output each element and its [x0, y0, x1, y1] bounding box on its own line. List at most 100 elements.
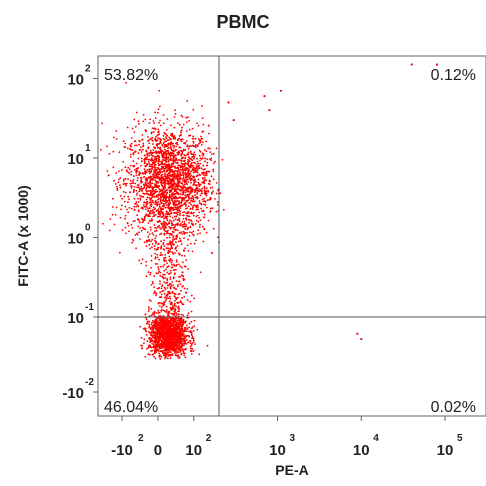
scatter-point	[146, 184, 148, 187]
scatter-point	[162, 242, 165, 244]
scatter-point	[178, 342, 181, 345]
scatter-point	[155, 203, 158, 206]
scatter-point	[181, 338, 183, 341]
scatter-point	[157, 186, 159, 189]
scatter-point	[149, 181, 152, 184]
scatter-point	[178, 232, 181, 234]
scatter-point	[198, 200, 201, 202]
scatter-point	[158, 317, 160, 319]
scatter-point	[166, 247, 169, 250]
scatter-point	[167, 343, 170, 346]
scatter-point	[158, 205, 161, 208]
scatter-point	[162, 248, 165, 250]
scatter-point	[173, 201, 176, 204]
scatter-point	[152, 330, 155, 333]
scatter-point	[135, 247, 138, 250]
scatter-point	[176, 122, 179, 124]
scatter-point	[158, 224, 161, 227]
scatter-point	[153, 166, 156, 169]
scatter-point	[150, 178, 153, 181]
scatter-point	[167, 199, 170, 202]
scatter-point	[197, 178, 200, 181]
scatter-point	[181, 178, 183, 180]
scatter-point	[182, 217, 185, 220]
scatter-point	[166, 314, 169, 316]
scatter-point	[173, 269, 176, 271]
scatter-point	[169, 303, 172, 306]
scatter-point	[160, 180, 163, 183]
scatter-point	[168, 158, 171, 161]
scatter-point	[163, 263, 166, 266]
scatter-point	[169, 285, 172, 288]
scatter-point	[153, 127, 155, 130]
scatter-point	[184, 191, 187, 194]
scatter-point	[189, 158, 192, 160]
scatter-point	[159, 200, 162, 203]
scatter-point	[135, 169, 138, 172]
scatter-point	[147, 353, 150, 356]
scatter-point	[121, 169, 123, 171]
scatter-point	[196, 192, 199, 194]
scatter-point	[166, 281, 169, 284]
scatter-point	[158, 137, 161, 140]
scatter-point	[151, 178, 154, 181]
scatter-point	[203, 149, 206, 151]
scatter-point	[183, 221, 186, 223]
scatter-point	[147, 346, 150, 349]
scatter-point	[182, 187, 185, 190]
scatter-point	[176, 209, 179, 212]
scatter-point	[145, 275, 148, 278]
scatter-point	[165, 201, 168, 204]
scatter-point	[144, 182, 147, 184]
scatter-point	[148, 233, 151, 236]
scatter-point	[212, 170, 215, 173]
scatter-point	[172, 185, 175, 187]
scatter-point	[166, 353, 169, 356]
scatter-point	[154, 326, 157, 328]
scatter-point	[173, 333, 176, 336]
scatter-point	[158, 159, 160, 162]
scatter-point	[204, 168, 206, 171]
scatter-point	[171, 281, 174, 283]
scatter-point	[149, 184, 152, 187]
scatter-point	[182, 176, 185, 179]
scatter-point	[201, 210, 203, 212]
scatter-point	[157, 215, 159, 218]
scatter-point	[174, 192, 177, 195]
scatter-point	[154, 322, 156, 325]
scatter-point	[155, 140, 158, 143]
scatter-point	[153, 122, 156, 124]
scatter-point	[193, 157, 195, 160]
scatter-point	[171, 247, 174, 249]
scatter-point	[170, 157, 172, 160]
scatter-point	[198, 353, 201, 356]
scatter-point	[174, 165, 176, 168]
scatter-point	[147, 210, 150, 213]
scatter-point	[177, 166, 180, 169]
scatter-point	[190, 197, 193, 200]
scatter-point	[200, 189, 202, 191]
scatter-point	[196, 204, 199, 207]
scatter-point	[143, 187, 146, 189]
scatter-point	[187, 215, 190, 218]
scatter-point	[177, 219, 179, 222]
x-tick-exponent: 2	[206, 433, 212, 444]
scatter-point	[170, 266, 173, 269]
scatter-point	[123, 200, 126, 203]
scatter-point	[185, 162, 188, 165]
scatter-point	[146, 241, 148, 243]
scatter-point	[167, 196, 170, 199]
scatter-point	[205, 172, 208, 175]
scatter-point	[189, 226, 192, 229]
scatter-point	[113, 223, 116, 226]
scatter-point	[168, 340, 171, 342]
scatter-point	[144, 161, 146, 164]
scatter-point	[199, 157, 202, 160]
scatter-point	[174, 218, 177, 221]
scatter-point	[113, 179, 115, 182]
scatter-point	[171, 259, 174, 262]
scatter-point	[145, 180, 148, 183]
scatter-point	[173, 136, 176, 139]
scatter-point	[160, 178, 163, 181]
